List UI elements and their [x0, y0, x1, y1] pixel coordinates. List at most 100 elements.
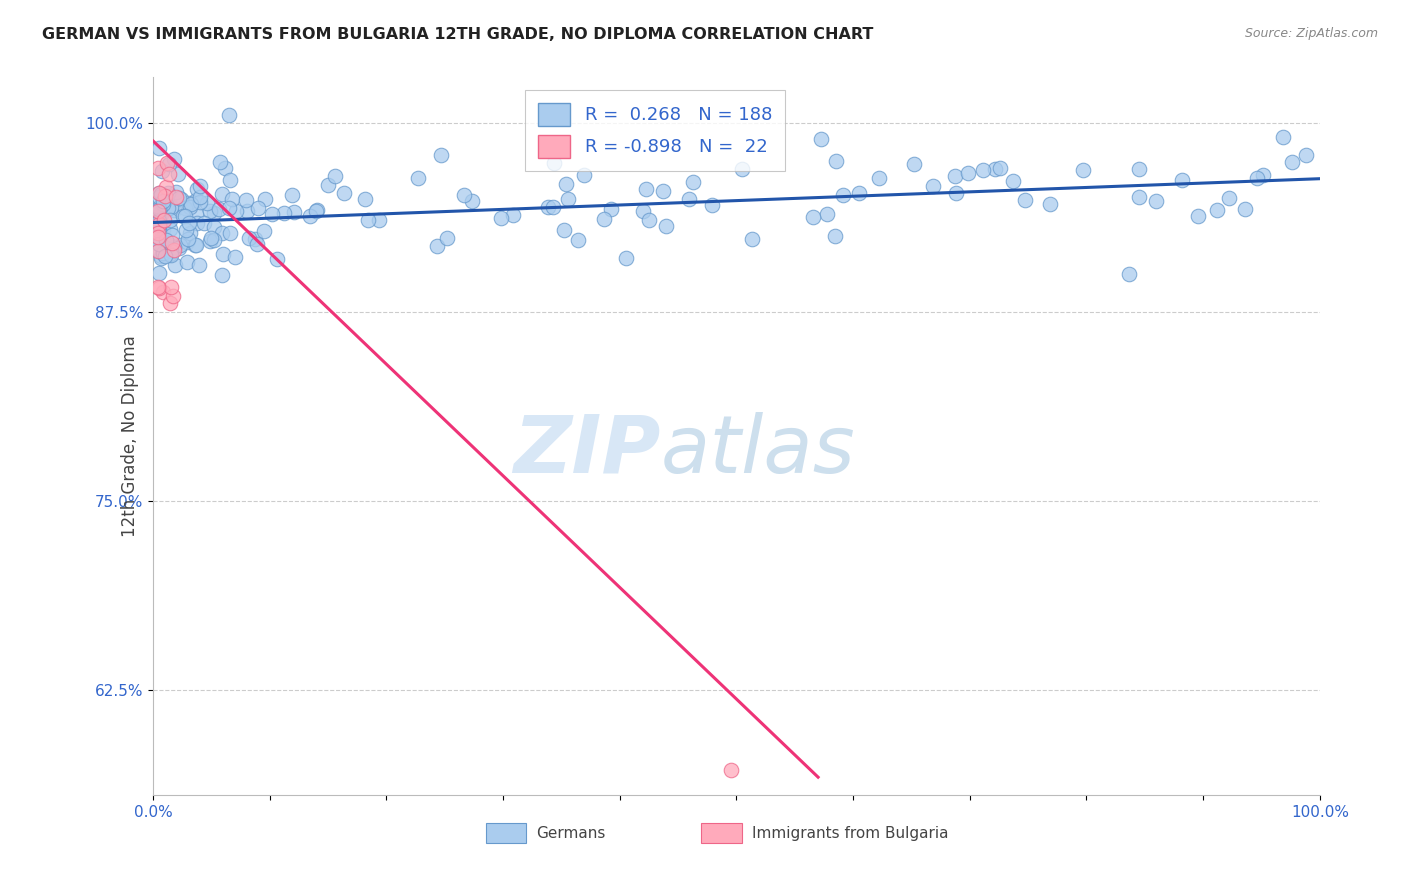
Point — [148, 217, 170, 231]
Point — [299, 209, 322, 223]
Point — [208, 202, 231, 216]
Point — [1205, 203, 1227, 218]
Point — [148, 219, 170, 233]
Point — [678, 192, 700, 206]
Point — [157, 157, 180, 171]
Point — [188, 179, 211, 194]
Point — [146, 230, 169, 244]
Point — [180, 197, 202, 211]
Point — [633, 204, 655, 219]
Point — [868, 171, 890, 186]
Point — [152, 202, 174, 217]
Point — [824, 229, 846, 244]
Point — [848, 186, 870, 200]
Point — [148, 203, 170, 218]
Point — [225, 204, 247, 219]
Point — [1014, 193, 1036, 207]
Point — [148, 186, 170, 200]
Point — [148, 237, 170, 252]
Point — [159, 247, 181, 261]
Point — [943, 169, 966, 183]
Point — [172, 209, 194, 223]
Point — [159, 213, 181, 227]
Point — [149, 201, 172, 215]
Point — [553, 222, 575, 236]
Point — [174, 201, 197, 215]
Point — [211, 268, 233, 282]
Point — [146, 280, 169, 294]
Point — [165, 185, 187, 199]
Point — [160, 227, 183, 242]
Point — [150, 206, 173, 220]
Point — [159, 238, 181, 252]
Point — [353, 192, 375, 206]
Point — [148, 224, 170, 238]
Point — [1002, 174, 1025, 188]
Point — [193, 216, 215, 230]
Point — [204, 206, 226, 220]
Point — [148, 244, 170, 258]
Point — [155, 189, 177, 203]
Point — [1128, 190, 1150, 204]
Point — [731, 161, 754, 176]
Point — [153, 235, 176, 249]
Point — [316, 178, 339, 192]
Point — [502, 207, 524, 221]
Point — [1039, 197, 1062, 211]
Point — [184, 207, 207, 221]
Text: ZIP: ZIP — [513, 412, 661, 490]
Point — [238, 231, 260, 245]
Point — [283, 205, 305, 219]
Point — [160, 236, 183, 251]
Point — [157, 188, 180, 202]
Point — [163, 203, 186, 218]
Point — [152, 222, 174, 236]
Point — [148, 186, 170, 200]
Point — [148, 200, 170, 214]
Point — [593, 211, 616, 226]
Point — [159, 295, 181, 310]
Point — [803, 210, 825, 224]
Point — [557, 192, 579, 206]
Point — [810, 132, 832, 146]
Point — [186, 216, 208, 230]
Point — [682, 175, 704, 189]
Point — [155, 233, 177, 247]
Point — [156, 155, 179, 169]
Point — [155, 180, 177, 194]
Point — [254, 192, 277, 206]
Point — [148, 266, 170, 280]
Text: Source: ZipAtlas.com: Source: ZipAtlas.com — [1244, 27, 1378, 40]
Point — [720, 763, 742, 777]
Point — [266, 252, 288, 267]
Point — [956, 166, 979, 180]
Point — [1251, 169, 1274, 183]
Point — [224, 250, 246, 264]
Point — [1281, 154, 1303, 169]
Point — [281, 187, 304, 202]
Point — [169, 241, 191, 255]
Point — [148, 190, 170, 204]
Point — [152, 197, 174, 211]
Point — [163, 259, 186, 273]
Point — [200, 203, 222, 218]
Point — [184, 238, 207, 252]
Point — [179, 200, 201, 214]
Point — [537, 201, 560, 215]
Point — [148, 244, 170, 259]
Point — [150, 187, 173, 202]
Point — [157, 201, 180, 215]
Point — [825, 154, 848, 169]
Point — [554, 177, 576, 191]
Point — [357, 213, 380, 227]
Point — [148, 141, 170, 155]
Point — [186, 182, 208, 196]
Text: Germans: Germans — [536, 826, 605, 841]
Point — [146, 161, 169, 175]
Point — [153, 213, 176, 227]
Point — [156, 202, 179, 216]
Point — [173, 209, 195, 223]
Text: atlas: atlas — [661, 412, 855, 490]
Point — [156, 186, 179, 201]
Point — [148, 214, 170, 228]
